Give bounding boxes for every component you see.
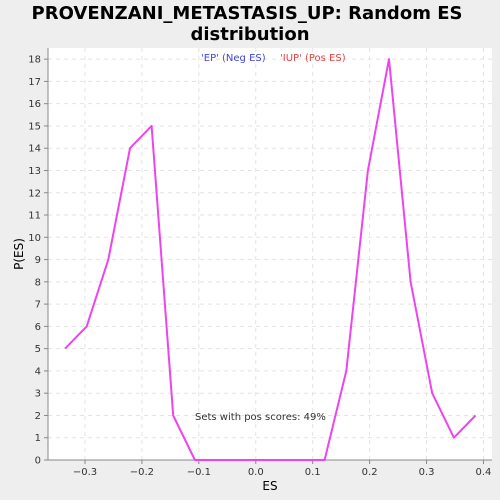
series-line <box>64 58 477 461</box>
y-tick-label: 10 <box>28 233 41 244</box>
y-tick-label: 18 <box>28 55 41 66</box>
legend: 'EP' (Neg ES) 'IUP' (Pos ES) <box>201 53 346 64</box>
y-tick-label: 8 <box>35 277 41 288</box>
plot-area <box>48 48 492 460</box>
x-tick-label: −0.2 <box>130 467 154 478</box>
legend-item: 'IUP' (Pos ES) <box>280 53 346 64</box>
series-group <box>64 58 477 461</box>
x-tick-label: −0.1 <box>187 467 211 478</box>
y-tick-label: 9 <box>35 255 41 266</box>
y-tick-label: 14 <box>28 144 41 155</box>
x-tick-label: −0.3 <box>73 467 97 478</box>
y-tick-label: 6 <box>35 322 41 333</box>
legend-item: 'EP' (Neg ES) <box>201 53 266 64</box>
y-tick-label: 15 <box>28 121 41 132</box>
x-tick-label: 0.3 <box>419 467 435 478</box>
chart-title-line2: distribution <box>190 24 309 45</box>
x-tick-label: 0.0 <box>248 467 264 478</box>
grid <box>48 48 492 461</box>
y-tick-label: 11 <box>28 211 41 222</box>
y-tick-label: 12 <box>28 188 41 199</box>
y-tick-label: 3 <box>35 389 41 400</box>
y-tick-label: 4 <box>35 366 41 377</box>
y-tick-label: 7 <box>35 300 41 311</box>
x-tick-label: 0.4 <box>476 467 492 478</box>
y-tick-label: 16 <box>28 99 41 110</box>
y-tick-label: 13 <box>28 166 41 177</box>
y-axis-label: P(ES) <box>12 238 26 270</box>
x-tick-label: 0.1 <box>305 467 321 478</box>
chart-title: PROVENZANI_METASTASIS_UP: Random ES <box>32 3 463 24</box>
y-tick-label: 5 <box>35 344 41 355</box>
y-tick-label: 2 <box>35 411 41 422</box>
y-tick-label: 17 <box>28 77 41 88</box>
y-tick-label: 1 <box>35 433 41 444</box>
x-ticks: −0.3 −0.2 −0.1 0.0 0.1 0.2 0.3 0.4 <box>73 460 492 478</box>
x-tick-label: 0.2 <box>362 467 378 478</box>
y-tick-label: 0 <box>35 456 41 467</box>
annotation: Sets with pos scores: 49% <box>195 412 326 423</box>
x-axis-label: ES <box>262 479 277 493</box>
